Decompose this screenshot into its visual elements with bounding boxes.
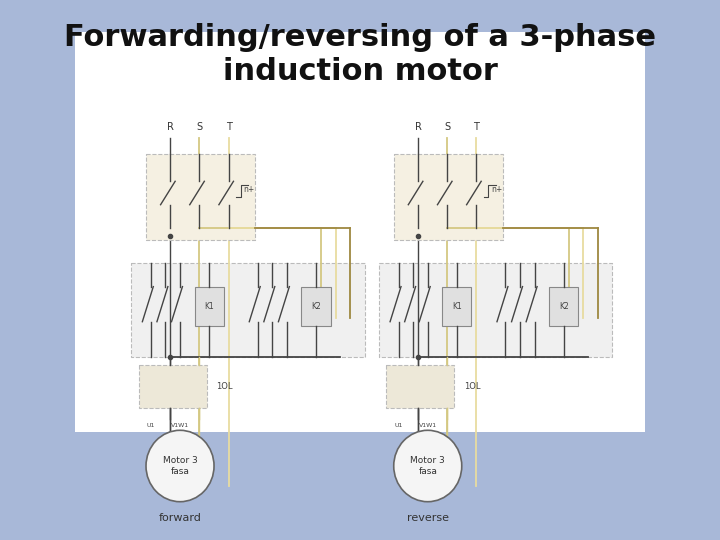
Text: S: S [197, 122, 202, 132]
Text: V1W1: V1W1 [171, 423, 189, 428]
Text: U1: U1 [395, 423, 402, 428]
Text: U1: U1 [147, 423, 155, 428]
Text: T: T [473, 122, 480, 132]
Text: K2: K2 [559, 302, 569, 310]
Circle shape [394, 430, 462, 502]
Text: n+: n+ [243, 185, 254, 194]
Bar [194, 287, 224, 326]
Text: K1: K1 [452, 302, 462, 310]
Text: Motor 3
fasa: Motor 3 fasa [410, 456, 445, 476]
Text: T: T [225, 122, 232, 132]
Bar [549, 287, 578, 326]
Text: R: R [415, 122, 421, 132]
Text: S: S [444, 122, 450, 132]
Bar [139, 364, 207, 408]
Bar [394, 154, 503, 240]
Text: 1OL: 1OL [217, 382, 233, 390]
Text: n+: n+ [491, 185, 502, 194]
Bar [302, 287, 330, 326]
Text: induction motor: induction motor [222, 57, 498, 86]
Bar [379, 263, 613, 357]
Text: 1OL: 1OL [464, 382, 481, 390]
Text: forward: forward [158, 513, 202, 523]
Text: R: R [167, 122, 174, 132]
Bar [387, 364, 454, 408]
Bar [442, 287, 472, 326]
Text: K2: K2 [311, 302, 321, 310]
Text: Forwarding/reversing of a 3-phase: Forwarding/reversing of a 3-phase [64, 24, 656, 52]
Text: reverse: reverse [407, 513, 449, 523]
Bar [146, 154, 256, 240]
Text: V1W1: V1W1 [419, 423, 437, 428]
Text: Motor 3
fasa: Motor 3 fasa [163, 456, 197, 476]
Bar [76, 32, 644, 432]
Bar [132, 263, 364, 357]
Text: K1: K1 [204, 302, 214, 310]
Circle shape [146, 430, 214, 502]
